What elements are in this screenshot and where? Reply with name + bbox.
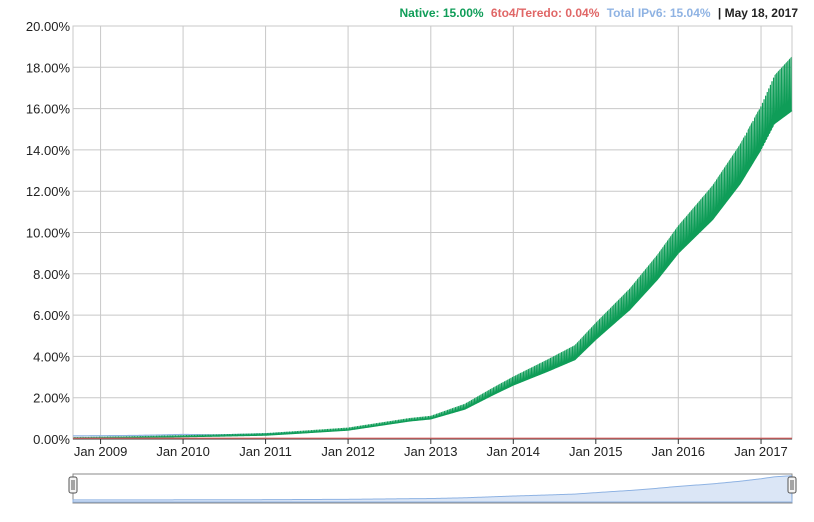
legend-native: Native: 15.00%	[399, 6, 484, 20]
y-tick-label: 4.00%	[33, 349, 70, 364]
x-tick-label: Jan 2009	[74, 444, 128, 459]
y-tick-label: 20.00%	[26, 19, 71, 34]
x-tick-label: Jan 2016	[652, 444, 706, 459]
series-native	[73, 56, 793, 439]
y-tick-label: 10.00%	[26, 226, 71, 241]
chart-legend: Native: 15.00% 6to4/Teredo: 0.04% Total …	[396, 6, 798, 20]
navigator-area	[72, 475, 793, 503]
y-axis-ticks: 0.00% 2.00% 4.00% 6.00% 8.00% 10.00% 12.00% 14.…	[26, 19, 71, 447]
x-tick-label: Jan 2010	[156, 444, 210, 459]
y-tick-label: 8.00%	[33, 267, 70, 282]
x-tick-label: Jan 2011	[239, 444, 292, 459]
y-tick-label: 2.00%	[33, 391, 70, 406]
chart-series	[72, 56, 793, 439]
x-tick-label: Jan 2015	[569, 444, 623, 459]
y-tick-label: 6.00%	[33, 308, 70, 323]
x-tick-label: Jan 2017	[734, 444, 788, 459]
x-tick-label: Jan 2014	[487, 444, 541, 459]
chart-grid	[72, 25, 793, 444]
legend-total: Total IPv6: 15.04%	[606, 6, 711, 20]
y-tick-label: 0.00%	[33, 432, 70, 447]
y-tick-label: 14.00%	[26, 143, 71, 158]
navigator-right-handle[interactable]	[787, 476, 797, 494]
range-navigator	[68, 473, 797, 504]
navigator-left-handle[interactable]	[68, 476, 78, 494]
legend-date: | May 18, 2017	[717, 6, 798, 20]
x-tick-label: Jan 2013	[404, 444, 458, 459]
y-tick-label: 16.00%	[26, 102, 71, 117]
y-tick-label: 18.00%	[26, 60, 71, 75]
x-tick-label: Jan 2012	[321, 444, 375, 459]
legend-teredo: 6to4/Teredo: 0.04%	[490, 6, 600, 20]
y-tick-label: 12.00%	[26, 184, 71, 199]
x-axis-ticks: Jan 2009 Jan 2010 Jan 2011 Jan 2012 Jan 2013…	[74, 444, 788, 459]
